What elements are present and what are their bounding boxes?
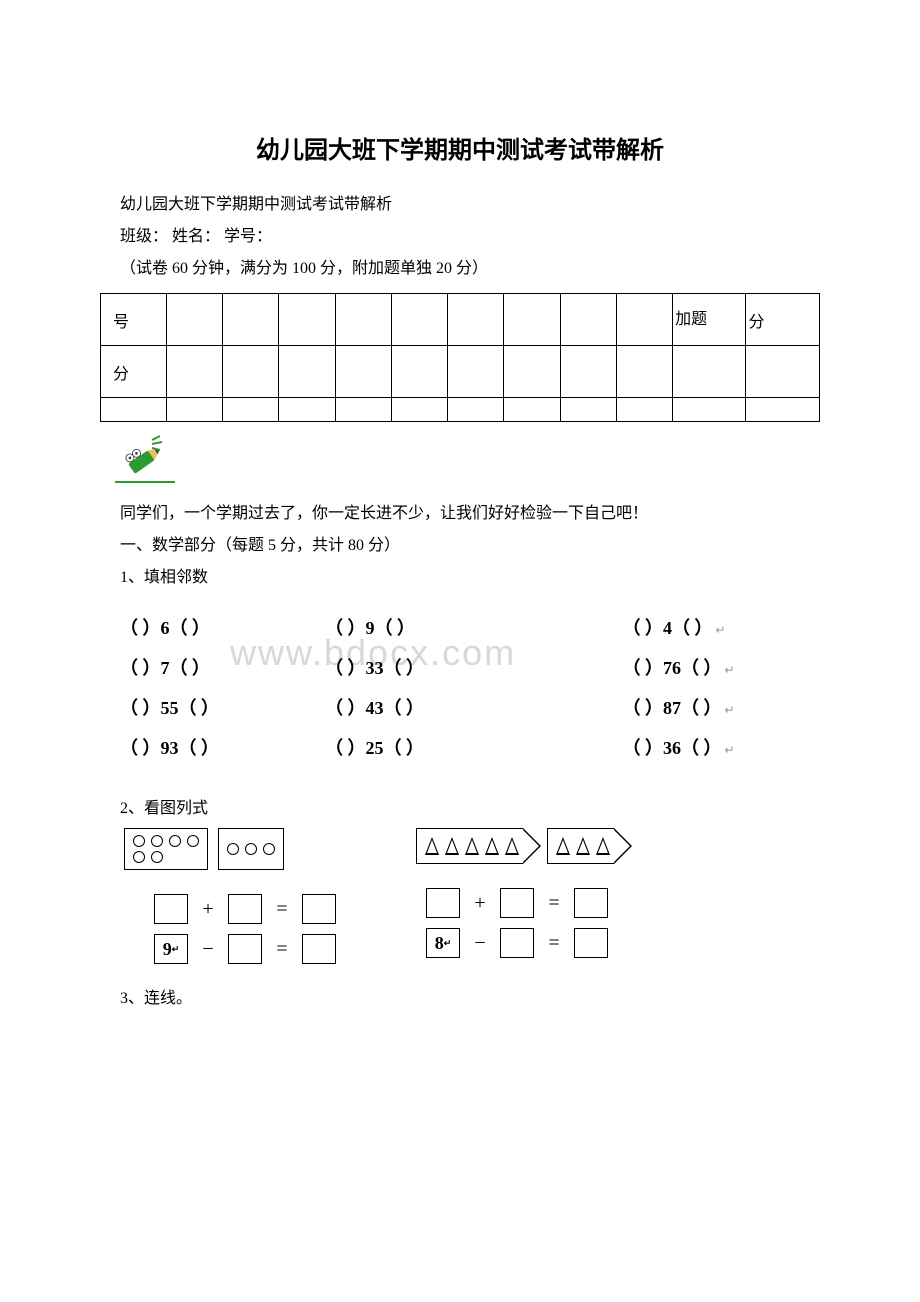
class-line: 班级： 姓名： 学号： bbox=[120, 221, 820, 253]
cell bbox=[223, 294, 279, 346]
dot-box bbox=[218, 828, 284, 870]
table-row: 号 加题 分 bbox=[101, 294, 820, 346]
cell bbox=[504, 294, 560, 346]
dot-box bbox=[124, 828, 208, 870]
cell bbox=[391, 294, 447, 346]
cell-total: 分 bbox=[746, 294, 820, 346]
q1-cell: （ ）25（ ） bbox=[325, 734, 573, 760]
cell-extra: 加题 bbox=[673, 294, 746, 346]
answer-box bbox=[500, 888, 534, 918]
cell bbox=[673, 346, 746, 398]
table-row: （ ）93（ ） （ ）25（ ） （ ）36（ ） ↵ bbox=[100, 734, 820, 760]
score-table: 号 加题 分 分 bbox=[100, 293, 820, 422]
intro-text: 同学们，一个学期过去了，你一定长进不少，让我们好好检验一下自己吧！ bbox=[120, 498, 820, 530]
q2-left-group: + = 9↵ − = bbox=[124, 828, 336, 964]
q1-cell: （ ）43（ ） bbox=[325, 694, 573, 720]
q1-cell: （ ）55（ ） bbox=[100, 694, 325, 720]
cell bbox=[616, 346, 672, 398]
cell bbox=[448, 346, 504, 398]
answer-box bbox=[302, 934, 336, 964]
q1-cell: （ ）93（ ） bbox=[100, 734, 325, 760]
cell bbox=[504, 398, 560, 422]
answer-box bbox=[228, 934, 262, 964]
q1-cell: （ ）9（ ） bbox=[325, 614, 573, 640]
operator: + bbox=[198, 898, 218, 921]
cell bbox=[279, 346, 335, 398]
equation-row: + = bbox=[154, 894, 336, 924]
q1-cell: （ ）76（ ） ↵ bbox=[573, 654, 821, 680]
answer-box: 8↵ bbox=[426, 928, 460, 958]
arrow-shape bbox=[416, 828, 541, 864]
answer-box bbox=[574, 928, 608, 958]
q1-cell: （ ）36（ ） ↵ bbox=[573, 734, 821, 760]
question-label: 1、填相邻数 bbox=[120, 562, 820, 594]
cell bbox=[560, 398, 616, 422]
q1-cell: （ ）6（ ） bbox=[100, 614, 325, 640]
cell bbox=[335, 346, 391, 398]
cell bbox=[167, 346, 223, 398]
subtitle-line: 幼儿园大班下学期期中测试考试带解析 bbox=[120, 189, 820, 221]
cell bbox=[616, 398, 672, 422]
answer-box bbox=[426, 888, 460, 918]
pencil-icon bbox=[110, 432, 820, 492]
question-label: 3、连线。 bbox=[120, 984, 820, 1008]
q2-right-group: + = 8↵ − = bbox=[416, 828, 632, 964]
cell bbox=[504, 346, 560, 398]
table-row: 分 bbox=[101, 346, 820, 398]
cell bbox=[616, 294, 672, 346]
q1-cell: （ ）4（ ） ↵ bbox=[573, 614, 821, 640]
table-row: （ ）55（ ） （ ）43（ ） （ ）87（ ） ↵ bbox=[100, 694, 820, 720]
equals: = bbox=[272, 938, 292, 961]
cell bbox=[167, 294, 223, 346]
answer-box bbox=[574, 888, 608, 918]
cell bbox=[101, 398, 167, 422]
q1-table: （ ）6（ ） （ ）9（ ） （ ）4（ ） ↵ （ ）7（ ） （ ）33（… bbox=[100, 600, 820, 774]
q1-cell: （ ）87（ ） ↵ bbox=[573, 694, 821, 720]
answer-box bbox=[500, 928, 534, 958]
answer-box bbox=[154, 894, 188, 924]
equals: = bbox=[544, 932, 564, 955]
q1-cell: （ ）33（ ） bbox=[325, 654, 573, 680]
cell bbox=[223, 398, 279, 422]
table-row: （ ）6（ ） （ ）9（ ） （ ）4（ ） ↵ bbox=[100, 614, 820, 640]
operator: + bbox=[470, 892, 490, 915]
cell bbox=[673, 398, 746, 422]
exam-info-line: （试卷 60 分钟，满分为 100 分，附加题单独 20 分） bbox=[120, 253, 820, 285]
equation-row: 8↵ − = bbox=[426, 928, 632, 958]
cell bbox=[391, 398, 447, 422]
cell bbox=[279, 398, 335, 422]
cell bbox=[560, 294, 616, 346]
equals: = bbox=[544, 892, 564, 915]
equation-row: 9↵ − = bbox=[154, 934, 336, 964]
equals: = bbox=[272, 898, 292, 921]
cell bbox=[448, 398, 504, 422]
cell bbox=[223, 346, 279, 398]
cell bbox=[746, 398, 820, 422]
arrow-shape bbox=[547, 828, 632, 864]
cell bbox=[335, 398, 391, 422]
table-row bbox=[101, 398, 820, 422]
operator: − bbox=[470, 932, 490, 955]
cell bbox=[560, 346, 616, 398]
page-title: 幼儿园大班下学期期中测试考试带解析 bbox=[100, 130, 820, 165]
answer-box bbox=[302, 894, 336, 924]
answer-box bbox=[228, 894, 262, 924]
cell-label: 分 bbox=[101, 346, 167, 398]
operator: − bbox=[198, 938, 218, 961]
cell bbox=[335, 294, 391, 346]
q1-cell: （ ）7（ ） bbox=[100, 654, 325, 680]
cell bbox=[279, 294, 335, 346]
question-label: 2、看图列式 bbox=[120, 794, 820, 818]
cell bbox=[167, 398, 223, 422]
table-row: （ ）7（ ） （ ）33（ ） （ ）76（ ） ↵ bbox=[100, 654, 820, 680]
q2-figure: + = 9↵ − = bbox=[100, 828, 820, 964]
equation-row: + = bbox=[426, 888, 632, 918]
cell bbox=[746, 346, 820, 398]
cell bbox=[448, 294, 504, 346]
section-heading: 一、数学部分（每题 5 分，共计 80 分） bbox=[120, 530, 820, 562]
cell-label: 号 bbox=[101, 294, 167, 346]
cell bbox=[391, 346, 447, 398]
answer-box: 9↵ bbox=[154, 934, 188, 964]
